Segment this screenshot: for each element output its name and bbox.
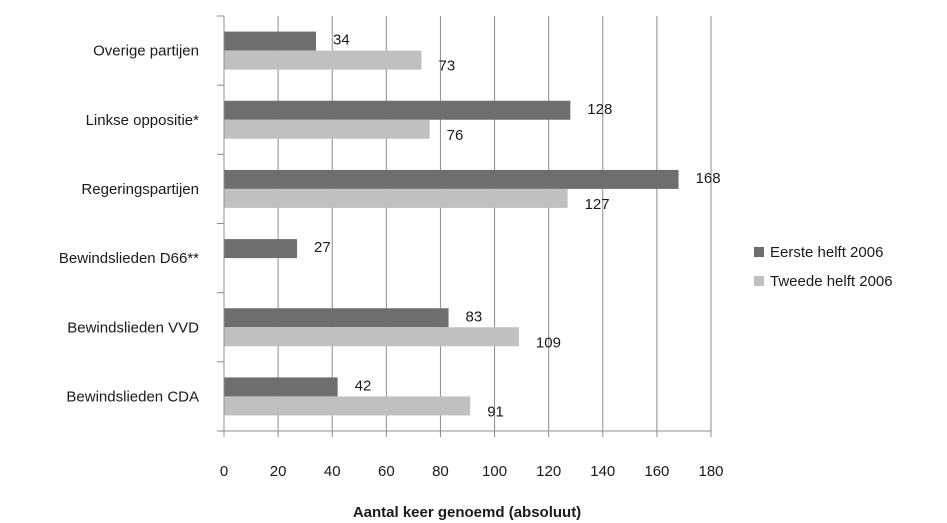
data-label: 76 bbox=[447, 127, 464, 144]
x-tick-label: 40 bbox=[324, 463, 341, 480]
x-axis-title: Aantal keer genoemd (absoluut) bbox=[353, 504, 581, 521]
bar-tweede bbox=[224, 327, 519, 347]
bar-tweede bbox=[224, 119, 430, 139]
legend-label: Tweede helft 2006 bbox=[770, 273, 893, 290]
bar-eerste bbox=[224, 239, 298, 259]
data-label: 91 bbox=[487, 403, 504, 420]
data-label: 73 bbox=[439, 58, 456, 75]
category-labels: Overige partijen Linkse oppositie* Regerin… bbox=[59, 43, 199, 406]
category-label: Regeringspartijen bbox=[81, 181, 199, 198]
data-label: 109 bbox=[536, 334, 561, 351]
x-tick-label: 140 bbox=[590, 463, 615, 480]
x-tick-label: 120 bbox=[536, 463, 561, 480]
bar-eerste bbox=[224, 377, 338, 397]
category-label: Overige partijen bbox=[93, 43, 199, 60]
x-tick-label: 60 bbox=[378, 463, 395, 480]
bar-tweede bbox=[224, 50, 422, 70]
legend-swatch bbox=[754, 247, 764, 257]
category-label: Bewindslieden CDA bbox=[66, 388, 199, 405]
x-tick-label: 180 bbox=[698, 463, 723, 480]
legend-swatch bbox=[754, 276, 764, 286]
category-label: Bewindslieden D66** bbox=[59, 250, 199, 267]
bar-eerste bbox=[224, 169, 679, 189]
category-label: Linkse oppositie* bbox=[86, 112, 200, 129]
bars bbox=[224, 31, 679, 416]
bar-eerste bbox=[224, 31, 316, 51]
data-label: 34 bbox=[333, 32, 350, 49]
x-tick-labels: 0 20 40 60 80 100 120 140 160 180 bbox=[220, 463, 724, 480]
data-label: 168 bbox=[696, 170, 721, 187]
data-label: 42 bbox=[355, 377, 372, 394]
bar-tweede bbox=[224, 188, 568, 208]
legend: Eerste helft 2006 Tweede helft 2006 bbox=[754, 244, 893, 290]
bar-eerste bbox=[224, 308, 449, 328]
data-label: 127 bbox=[585, 196, 610, 213]
legend-label: Eerste helft 2006 bbox=[770, 244, 883, 261]
data-label: 128 bbox=[587, 101, 612, 118]
data-label: 27 bbox=[314, 239, 331, 256]
bar-eerste bbox=[224, 100, 571, 120]
x-tick-label: 0 bbox=[220, 463, 228, 480]
x-tick-label: 80 bbox=[432, 463, 449, 480]
x-tick-label: 160 bbox=[644, 463, 669, 480]
bar-tweede bbox=[224, 396, 471, 416]
x-tick-label: 100 bbox=[482, 463, 507, 480]
category-label: Bewindslieden VVD bbox=[67, 319, 199, 336]
x-tick-label: 20 bbox=[270, 463, 287, 480]
data-labels: 34 128 168 27 83 42 73 76 127 109 91 bbox=[314, 32, 721, 421]
gridlines bbox=[277, 16, 712, 431]
data-label: 83 bbox=[466, 308, 483, 325]
axes bbox=[217, 15, 712, 437]
